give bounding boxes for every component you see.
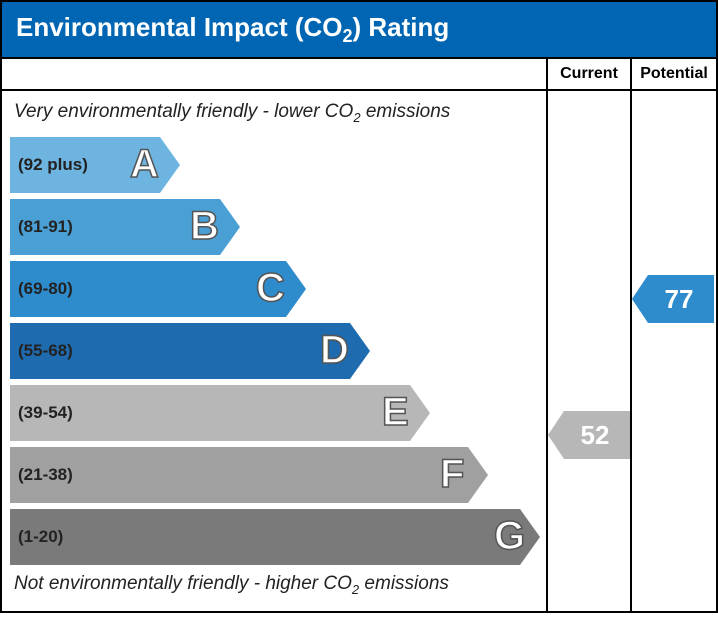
band-a: (92 plus) A — [10, 137, 546, 193]
band-range-a: (92 plus) — [18, 155, 88, 175]
caption-top: Very environmentally friendly - lower CO… — [2, 99, 546, 131]
band-range-c: (69-80) — [18, 279, 73, 299]
caption-top-prefix: Very environmentally friendly - lower CO — [14, 101, 353, 122]
title-suffix: ) Rating — [353, 12, 450, 42]
band-letter-a: A — [130, 142, 159, 187]
header-current: Current — [548, 59, 632, 89]
band-d: (55-68) D — [10, 323, 546, 379]
band-range-d: (55-68) — [18, 341, 73, 361]
potential-pointer: 77 — [632, 275, 714, 323]
header-row: Current Potential — [2, 59, 716, 91]
band-letter-d: D — [320, 328, 349, 373]
potential-pointer-value: 77 — [646, 275, 712, 323]
chart-area: Very environmentally friendly - lower CO… — [2, 91, 548, 611]
band-letter-g: G — [494, 514, 525, 559]
caption-bottom: Not environmentally friendly - higher CO… — [2, 571, 546, 603]
band-letter-b: B — [190, 204, 219, 249]
band-range-g: (1-20) — [18, 527, 63, 547]
band-c: (69-80) C — [10, 261, 546, 317]
band-range-f: (21-38) — [18, 465, 73, 485]
band-e: (39-54) E — [10, 385, 546, 441]
band-letter-f: F — [440, 452, 464, 497]
current-pointer: 52 — [548, 411, 630, 459]
potential-column: 77 — [632, 91, 716, 611]
chart-title: Environmental Impact (CO2) Rating — [2, 2, 716, 59]
band-f: (21-38) F — [10, 447, 546, 503]
band-range-b: (81-91) — [18, 217, 73, 237]
current-pointer-value: 52 — [562, 411, 628, 459]
rating-container: Environmental Impact (CO2) Rating Curren… — [0, 0, 718, 613]
band-b: (81-91) B — [10, 199, 546, 255]
band-g: (1-20) G — [10, 509, 546, 565]
title-prefix: Environmental Impact (CO — [16, 12, 343, 42]
bands-wrapper: (92 plus) A (81-91) B (69-80) C (55-68) D (39-54… — [2, 137, 546, 565]
caption-top-suffix: emissions — [361, 101, 451, 122]
band-letter-e: E — [382, 390, 409, 435]
header-spacer — [2, 59, 548, 89]
body-row: Very environmentally friendly - lower CO… — [2, 91, 716, 611]
current-column: 52 — [548, 91, 632, 611]
title-sub: 2 — [343, 26, 353, 46]
header-potential: Potential — [632, 59, 716, 89]
caption-top-sub: 2 — [353, 110, 360, 125]
caption-bottom-prefix: Not environmentally friendly - higher CO — [14, 573, 352, 594]
caption-bottom-suffix: emissions — [359, 573, 449, 594]
band-letter-c: C — [256, 266, 285, 311]
band-range-e: (39-54) — [18, 403, 73, 423]
